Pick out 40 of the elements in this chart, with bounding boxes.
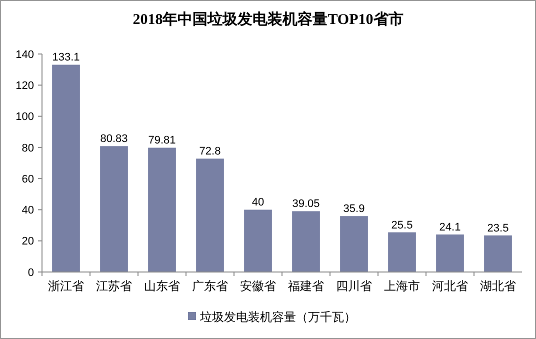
x-tick-label: 安徽省 (240, 279, 276, 293)
data-label: 24.1 (439, 221, 461, 234)
data-label: 72.8 (199, 146, 221, 158)
data-label: 25.5 (391, 219, 413, 232)
y-tick-label: 20 (22, 236, 34, 248)
data-label: 40 (252, 196, 264, 209)
y-tick-label: 120 (16, 80, 34, 92)
bar (196, 158, 224, 272)
data-label: 35.9 (343, 203, 365, 216)
x-tick-label: 山东省 (144, 279, 180, 293)
x-tick-label: 福建省 (288, 279, 324, 293)
chart-title: 2018年中国垃圾发电装机容量TOP10省市 (132, 10, 404, 28)
bar (388, 232, 416, 272)
y-tick-label: 0 (28, 266, 34, 279)
bar (484, 235, 512, 272)
data-label: 80.83 (100, 133, 128, 146)
x-tick-label: 广东省 (192, 279, 228, 293)
x-tick-label: 四川省 (336, 279, 372, 293)
x-tick-label: 河北省 (432, 279, 468, 293)
data-label: 23.5 (487, 222, 509, 234)
bar (244, 210, 272, 272)
legend-label: 垃圾发电装机容量（万千瓦） (199, 310, 356, 324)
y-tick-label: 40 (22, 204, 34, 217)
x-tick-label: 江苏省 (96, 279, 132, 293)
bar (436, 234, 464, 272)
bar (148, 148, 176, 272)
y-tick-label: 80 (22, 142, 34, 154)
data-label: 39.05 (292, 198, 320, 210)
y-tick-label: 100 (16, 111, 34, 124)
y-tick-label: 140 (16, 48, 34, 61)
x-tick-label: 湖北省 (480, 279, 516, 293)
y-tick-label: 60 (22, 173, 34, 186)
bar (340, 216, 368, 272)
bar (100, 146, 128, 272)
data-label: 79.81 (148, 134, 176, 147)
x-tick-label: 浙江省 (48, 279, 84, 293)
data-label: 133.1 (52, 52, 80, 64)
bar (292, 211, 320, 272)
x-tick-label: 上海市 (384, 279, 420, 293)
bar (52, 64, 80, 272)
